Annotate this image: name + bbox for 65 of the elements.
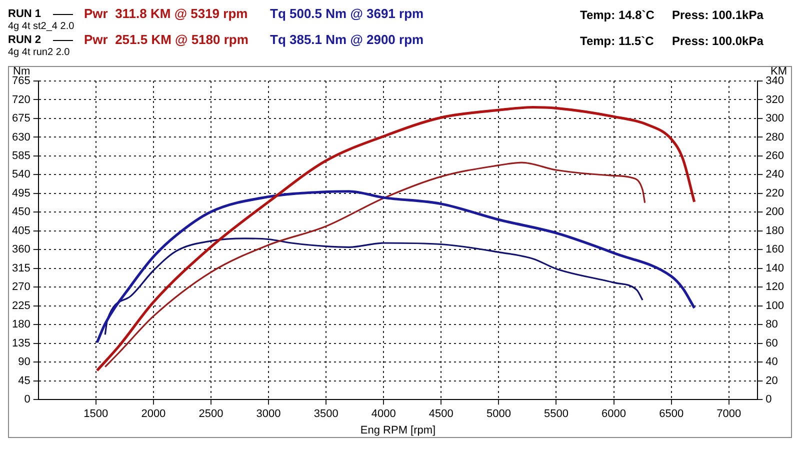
text: Pwr 251.5 KM @ 5180 rpm [84, 32, 248, 47]
x-tick-label: 5500 [544, 408, 568, 420]
line-series [104, 162, 646, 368]
line-series [104, 238, 644, 336]
y2-tick-label: 280 [766, 131, 784, 144]
text: Press: 100.0kPa [672, 34, 764, 48]
line-series [96, 106, 696, 372]
x-tick-label: 6000 [602, 408, 626, 420]
x-tick-label: 1500 [84, 408, 108, 420]
y-tick-label: 225 [12, 300, 30, 312]
x-tick-label: 2000 [141, 408, 166, 420]
x-tick-label: 4000 [371, 408, 396, 420]
text: Tq 385.1 Nm @ 2900 rpm [270, 32, 424, 47]
y2-tick-label: 260 [766, 150, 784, 162]
y2-tick-label: 0 [766, 394, 772, 406]
y-tick-label: 360 [12, 244, 30, 256]
text: Press: 100.1kPa [672, 8, 764, 22]
y-tick-label: 540 [12, 168, 30, 181]
y-tick-label: 495 [12, 187, 30, 200]
text: Tq 500.5 Nm @ 3691 rpm [270, 6, 424, 21]
y-tick-label: 45 [18, 374, 30, 387]
text: RUN 1 [8, 8, 42, 20]
y2-tick-label: 220 [766, 187, 784, 200]
y-tick-label: 405 [12, 224, 30, 237]
x-tick-label: 7000 [716, 408, 742, 420]
x-tick-label: 3500 [314, 408, 338, 420]
y-tick-label: 270 [12, 281, 30, 294]
y2-tick-label: 140 [766, 262, 784, 274]
text: Pwr 311.8 KM @ 5319 rpm [84, 6, 248, 21]
y2-tick-label: 160 [766, 244, 784, 256]
y2-tick-label: 180 [766, 224, 784, 237]
y2-tick-label: 100 [766, 300, 784, 312]
y-tick-label: 0 [24, 394, 30, 406]
y-tick-label: 720 [12, 94, 30, 106]
text: 4g 4t run2 2.0 [8, 47, 70, 58]
y2-tick-label: 340 [766, 75, 784, 88]
y2-tick-label: 320 [766, 94, 784, 106]
y-tick-label: 135 [12, 337, 30, 350]
y-tick-label: 585 [12, 150, 30, 162]
x-tick-label: 4500 [428, 408, 454, 420]
y-tick-label: 90 [18, 356, 30, 368]
y2-tick-label: 80 [766, 318, 778, 331]
y-tick-label: 450 [12, 206, 30, 218]
y-tick-label: 630 [12, 131, 30, 144]
y2-tick-label: 60 [766, 337, 778, 350]
x-tick-label: 6500 [659, 408, 684, 420]
x-tick-label: 3000 [256, 408, 281, 420]
y2-tick-label: 40 [766, 356, 778, 368]
text: 4g 4t st2_4 2.0 [8, 21, 74, 32]
y-tick-label: 765 [12, 75, 30, 88]
y2-tick-label: 20 [766, 374, 778, 387]
y2-tick-label: 120 [766, 281, 784, 294]
x-axis-title: Eng RPM [rpm] [360, 424, 436, 436]
y-tick-label: 180 [12, 318, 30, 331]
text: Temp: 11.5`C [580, 34, 654, 48]
text: RUN 2 [8, 34, 42, 46]
x-tick-label: 2500 [198, 408, 224, 420]
line-series [96, 190, 696, 344]
y2-tick-label: 240 [766, 168, 784, 181]
y2-tick-label: 200 [766, 206, 784, 218]
y2-tick-label: 300 [766, 112, 784, 125]
x-tick-label: 5000 [486, 408, 511, 420]
y-tick-label: 675 [12, 112, 30, 125]
y-tick-label: 315 [12, 262, 30, 274]
text: Temp: 14.8`C [580, 8, 654, 22]
